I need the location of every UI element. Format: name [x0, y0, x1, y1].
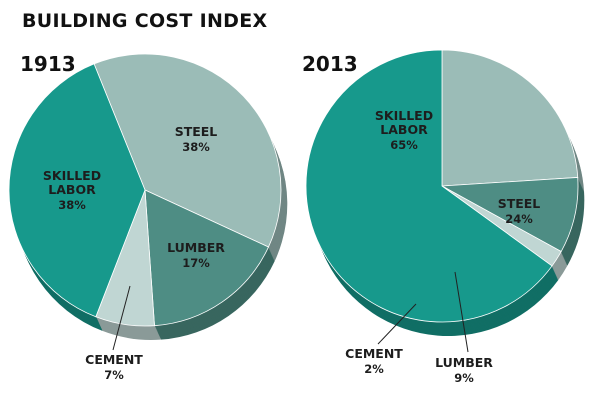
slice-1913-skilled_labor	[8, 63, 146, 318]
label-name-1913-cement: CEMENT	[85, 352, 143, 367]
label-name-1913-lumber: LUMBER	[167, 240, 225, 255]
label-value-2013-skilled_labor: 65%	[390, 138, 418, 152]
slice-2013-skilled_labor	[305, 49, 553, 323]
slice-2013-steel	[441, 49, 579, 187]
chart-1913-title: 1913	[20, 52, 76, 76]
label-value-2013-lumber: 9%	[454, 371, 474, 385]
label-name-2013-steel: STEEL	[498, 196, 541, 211]
chart-2013-title: 2013	[302, 52, 358, 76]
label-value-1913-skilled_labor: 38%	[58, 198, 86, 212]
label-name-1913-steel: STEEL	[175, 124, 218, 139]
label-value-1913-lumber: 17%	[182, 256, 210, 270]
label-value-1913-steel: 38%	[182, 140, 210, 154]
label-value-1913-cement: 7%	[104, 368, 124, 382]
leader-lumber	[454, 271, 469, 353]
leader-cement	[112, 285, 131, 351]
label-value-2013-steel: 24%	[505, 212, 533, 226]
label-value-2013-cement: 2%	[364, 362, 384, 376]
label-name-2013-cement: CEMENT	[345, 346, 403, 361]
leader-cement	[377, 303, 417, 345]
slice-1913-lumber	[144, 189, 269, 327]
label-name-2013-lumber: LUMBER	[435, 355, 493, 370]
label-name-2013-skilled_labor: SKILLED LABOR	[375, 108, 433, 137]
slice-1913-steel	[93, 53, 282, 248]
chart-title: BUILDING COST INDEX	[22, 10, 268, 32]
label-name-1913-skilled_labor: SKILLED LABOR	[43, 168, 101, 197]
